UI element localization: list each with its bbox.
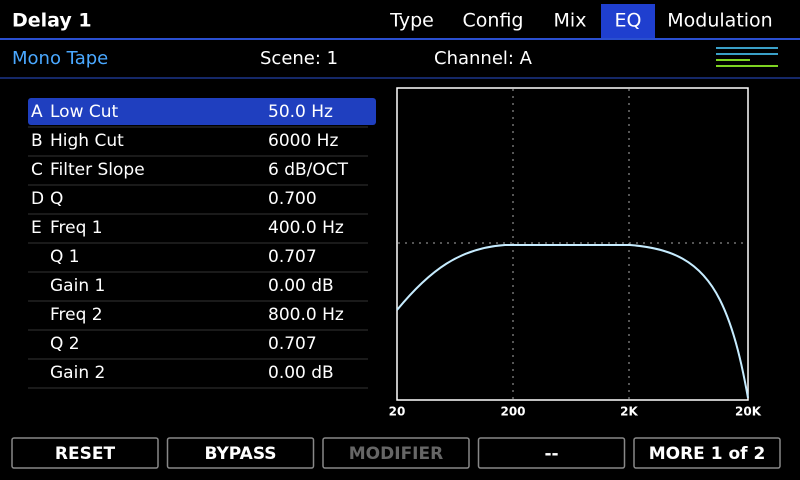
param-letter: E <box>31 218 42 238</box>
param-name[interactable]: Q <box>50 189 63 209</box>
param-name[interactable]: High Cut <box>50 131 124 151</box>
tab-active-bg <box>601 4 655 38</box>
scene: Scene: 1 <box>260 48 338 69</box>
preset-name: Mono Tape <box>12 48 108 69</box>
soft-button[interactable] <box>11 437 159 469</box>
param-name[interactable]: Q 1 <box>50 247 80 267</box>
block-title: Delay 1 <box>12 10 92 32</box>
param-letter: B <box>31 131 43 151</box>
param-letter: D <box>31 189 44 209</box>
param-name[interactable]: Filter Slope <box>50 160 145 180</box>
param-name[interactable]: Gain 2 <box>50 363 105 383</box>
graph-x-label: 2K <box>620 405 638 419</box>
soft-button[interactable] <box>477 437 626 469</box>
param-name[interactable]: Freq 1 <box>50 218 103 238</box>
param-value[interactable]: 6 dB/OCT <box>268 160 349 180</box>
tab[interactable]: Mix <box>554 10 587 32</box>
param-value[interactable]: 0.707 <box>268 334 317 354</box>
soft-button-label[interactable]: BYPASS <box>204 444 276 464</box>
param-letter: A <box>31 102 43 122</box>
soft-button-label[interactable]: MORE 1 of 2 <box>649 444 766 464</box>
tab[interactable]: Modulation <box>667 10 772 32</box>
channel: Channel: A <box>434 48 533 69</box>
soft-button-label[interactable]: -- <box>544 444 558 464</box>
param-value[interactable]: 0.700 <box>268 189 317 209</box>
eq-curve <box>396 244 749 399</box>
tab[interactable]: Type <box>389 10 434 32</box>
param-value[interactable]: 6000 Hz <box>268 131 338 151</box>
param-value[interactable]: 0.00 dB <box>268 276 334 296</box>
param-name[interactable]: Gain 1 <box>50 276 105 296</box>
soft-button[interactable] <box>166 437 315 469</box>
param-name[interactable]: Low Cut <box>50 102 119 122</box>
param-value[interactable]: 0.707 <box>268 247 317 267</box>
soft-button <box>322 437 470 469</box>
graph-x-label: 200 <box>500 405 525 419</box>
param-name[interactable]: Freq 2 <box>50 305 103 325</box>
soft-button-label[interactable]: RESET <box>55 444 116 464</box>
param-value[interactable]: 800.0 Hz <box>268 305 344 325</box>
param-value[interactable]: 400.0 Hz <box>268 218 344 238</box>
soft-button-label: MODIFIER <box>349 444 443 464</box>
tab[interactable]: Config <box>463 10 524 32</box>
eq-graph-frame <box>396 87 749 401</box>
tab[interactable]: EQ <box>615 10 642 32</box>
soft-button[interactable] <box>633 437 781 469</box>
param-value[interactable]: 0.00 dB <box>268 363 334 383</box>
graph-x-label: 20K <box>735 405 762 419</box>
level-meter <box>716 47 778 67</box>
graph-x-label: 20 <box>389 405 406 419</box>
param-letter: C <box>31 160 43 180</box>
param-value[interactable]: 50.0 Hz <box>268 102 333 122</box>
param-name[interactable]: Q 2 <box>50 334 80 354</box>
row-highlight <box>28 98 376 125</box>
